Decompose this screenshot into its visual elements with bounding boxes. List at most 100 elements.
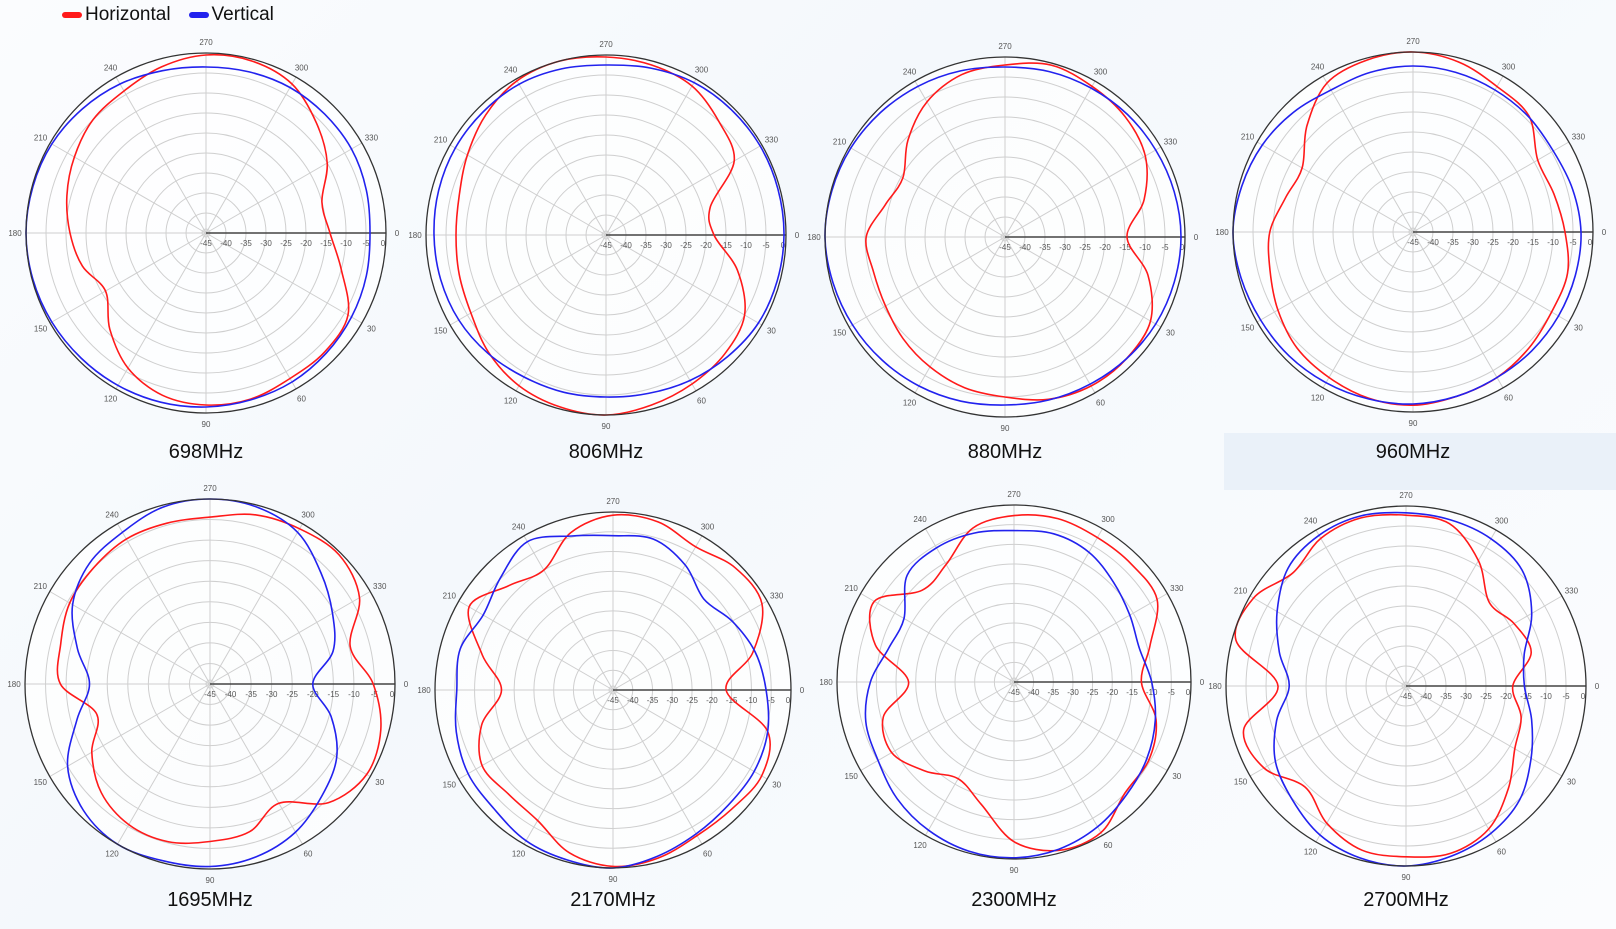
grid-spoke bbox=[605, 234, 763, 326]
legend-swatch-vertical bbox=[188, 12, 209, 18]
angle-tick-label: 270 bbox=[599, 40, 613, 49]
angle-tick-label: 60 bbox=[697, 396, 706, 405]
radial-tick-label: -35 bbox=[1039, 243, 1051, 252]
polar-chart-svg: 0 30 60 90 120 150 180 210 240 270 300 330 -45 -40 -35… bbox=[417, 497, 804, 884]
grid-spoke bbox=[612, 689, 703, 845]
polar-plot-806MHz: 0 30 60 90 120 150 180 210 240 270 300 330 -45 -40 -35… bbox=[396, 30, 816, 440]
angle-tick-label: 270 bbox=[1007, 490, 1021, 499]
radial-tick-label: -20 bbox=[300, 239, 312, 248]
angle-tick-label: 180 bbox=[417, 686, 431, 695]
angle-tick-label: 120 bbox=[105, 850, 119, 859]
grid-spoke bbox=[1405, 595, 1563, 687]
angle-tick-label: 0 bbox=[404, 680, 409, 689]
angle-tick-label: 300 bbox=[1495, 517, 1509, 526]
grid-spoke bbox=[1013, 593, 1168, 683]
grid-spoke bbox=[605, 234, 697, 392]
angle-tick-label: 300 bbox=[1101, 515, 1115, 524]
series-line-horizontal bbox=[455, 56, 746, 416]
radial-tick-label: 0 bbox=[381, 239, 386, 248]
radial-tick-label: -15 bbox=[328, 690, 340, 699]
outer-ring bbox=[434, 511, 792, 869]
polar-chart-svg: 0 30 60 90 120 150 180 210 240 270 300 330 -45 -40 -35… bbox=[408, 40, 800, 431]
angle-tick-label: 0 bbox=[795, 231, 800, 240]
polar-plot-2170MHz: 0 30 60 90 120 150 180 210 240 270 300 330 -45 -40 -35… bbox=[403, 487, 823, 893]
plot-title: 698MHz bbox=[168, 441, 244, 463]
plot-title: 2170MHz bbox=[570, 889, 656, 911]
radial-tick-label: -30 bbox=[667, 696, 679, 705]
angle-tick-label: 240 bbox=[913, 515, 927, 524]
grid-spoke bbox=[1256, 141, 1414, 233]
series-line-horizontal bbox=[868, 514, 1159, 852]
angle-tick-label: 90 bbox=[609, 875, 618, 884]
radial-tick-label: -25 bbox=[680, 241, 692, 250]
grid-spoke bbox=[1013, 681, 1103, 836]
angle-tick-label: 330 bbox=[765, 136, 779, 145]
radial-tick-label: -10 bbox=[1146, 688, 1158, 697]
grid-spoke bbox=[523, 535, 614, 691]
polar-plot-2700MHz: 0 30 60 90 120 150 180 210 240 270 300 330 -45 -40 -35… bbox=[1196, 481, 1616, 891]
radial-tick-label: -40 bbox=[627, 696, 639, 705]
angle-tick-label: 270 bbox=[998, 42, 1012, 51]
angle-tick-label: 60 bbox=[1096, 398, 1105, 407]
grid-spoke bbox=[117, 523, 211, 685]
radial-tick-label: -45 bbox=[1407, 238, 1419, 247]
radial-tick-label: -25 bbox=[1087, 688, 1099, 697]
radial-tick-label: -10 bbox=[746, 696, 758, 705]
angle-tick-label: 120 bbox=[1304, 847, 1318, 856]
outer-ring bbox=[25, 52, 387, 414]
radial-tick-label: 0 bbox=[786, 696, 791, 705]
angle-tick-label: 0 bbox=[1602, 228, 1607, 237]
polar-chart-svg: 0 30 60 90 120 150 180 210 240 270 300 330 -45 -40 -35… bbox=[8, 38, 399, 429]
radial-tick-label: -45 bbox=[1008, 688, 1020, 697]
radial-tick-label: -25 bbox=[686, 696, 698, 705]
radial-tick-label: -25 bbox=[1480, 692, 1492, 701]
grid-spoke bbox=[205, 232, 363, 324]
polar-chart-svg: 0 30 60 90 120 150 180 210 240 270 300 330 -45 -40 -35… bbox=[807, 42, 1198, 433]
angle-tick-label: 90 bbox=[1402, 873, 1411, 882]
radial-tick-label: -35 bbox=[240, 239, 252, 248]
angle-tick-label: 30 bbox=[367, 325, 376, 334]
grid-spoke bbox=[1256, 231, 1414, 323]
radial-tick-label: -30 bbox=[1059, 243, 1071, 252]
angle-tick-label: 30 bbox=[772, 781, 781, 790]
polar-chart-svg: 0 30 60 90 120 150 180 210 240 270 300 330 -45 -40 -35… bbox=[1215, 37, 1607, 428]
angle-tick-label: 330 bbox=[1170, 584, 1184, 593]
angle-tick-label: 60 bbox=[1104, 841, 1113, 850]
radial-tick-label: -45 bbox=[607, 696, 619, 705]
grid-spoke bbox=[205, 232, 297, 390]
grid-spoke bbox=[209, 591, 371, 685]
radial-tick-label: -40 bbox=[220, 239, 232, 248]
angle-tick-label: 150 bbox=[1241, 324, 1255, 333]
radial-tick-label: -15 bbox=[726, 696, 738, 705]
angle-tick-label: 90 bbox=[1409, 419, 1418, 428]
plot-title: 880MHz bbox=[967, 441, 1043, 463]
grid-spoke bbox=[1004, 146, 1162, 238]
grid-spoke bbox=[1249, 595, 1407, 687]
grid-spoke bbox=[605, 144, 763, 236]
angle-tick-label: 0 bbox=[1595, 682, 1600, 691]
angle-tick-label: 330 bbox=[365, 134, 379, 143]
radial-tick-label: -10 bbox=[340, 239, 352, 248]
grid-spoke bbox=[523, 689, 614, 845]
grid-spoke bbox=[1405, 685, 1563, 777]
radial-tick-label: -35 bbox=[640, 241, 652, 250]
angle-tick-label: 270 bbox=[1399, 491, 1413, 500]
grid-spoke bbox=[1013, 681, 1168, 771]
radial-tick-label: -40 bbox=[1019, 243, 1031, 252]
grid-spoke bbox=[49, 591, 211, 685]
radial-tick-label: -10 bbox=[348, 690, 360, 699]
grid-spoke bbox=[449, 144, 607, 236]
radial-tick-label: -30 bbox=[266, 690, 278, 699]
radial-tick-label: -15 bbox=[720, 241, 732, 250]
radial-tick-label: -20 bbox=[307, 690, 319, 699]
angle-tick-label: 90 bbox=[1001, 424, 1010, 433]
radial-tick-label: -25 bbox=[280, 239, 292, 248]
radial-tick-label: -15 bbox=[320, 239, 332, 248]
angle-tick-label: 210 bbox=[443, 592, 457, 601]
angle-tick-label: 120 bbox=[512, 850, 526, 859]
series-line-vertical bbox=[1273, 511, 1534, 867]
caption-highlight bbox=[1224, 433, 1616, 490]
angle-tick-label: 30 bbox=[375, 778, 384, 787]
grid-spoke bbox=[49, 142, 207, 234]
